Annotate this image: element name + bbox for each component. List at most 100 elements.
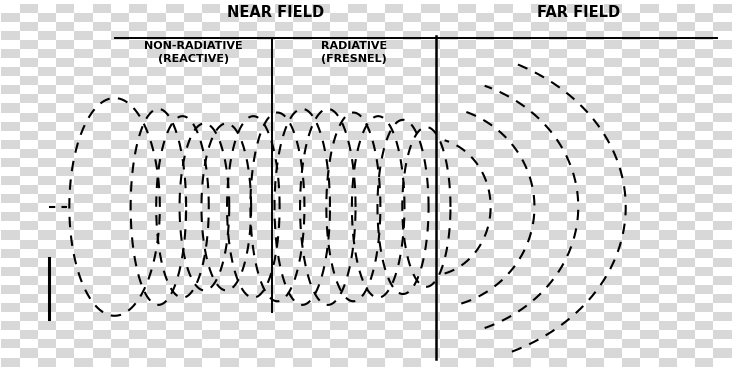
Bar: [312, 222, 330, 230]
Bar: [586, 276, 604, 285]
Bar: [75, 358, 92, 367]
Bar: [476, 158, 494, 167]
Bar: [677, 276, 695, 285]
Bar: [695, 0, 713, 4]
Bar: [458, 149, 476, 158]
Bar: [257, 203, 275, 212]
Bar: [147, 103, 166, 113]
Bar: [129, 203, 147, 212]
Bar: [494, 0, 512, 4]
Bar: [604, 85, 622, 94]
Bar: [366, 249, 385, 258]
Bar: [56, 267, 75, 276]
Bar: [147, 194, 166, 203]
Bar: [184, 149, 202, 158]
Bar: [366, 58, 385, 67]
Bar: [56, 85, 75, 94]
Bar: [695, 40, 713, 49]
Bar: [184, 40, 202, 49]
Bar: [586, 330, 604, 339]
Bar: [56, 31, 75, 40]
Bar: [348, 339, 366, 348]
Bar: [239, 103, 257, 113]
Bar: [476, 294, 494, 303]
Bar: [641, 348, 658, 358]
Bar: [641, 40, 658, 49]
Bar: [129, 140, 147, 149]
Bar: [166, 94, 184, 103]
Bar: [348, 185, 366, 194]
Bar: [512, 158, 531, 167]
Bar: [586, 203, 604, 212]
Bar: [92, 85, 111, 94]
Bar: [293, 131, 312, 140]
Bar: [458, 58, 476, 67]
Bar: [586, 294, 604, 303]
Bar: [221, 348, 239, 358]
Bar: [166, 113, 184, 121]
Bar: [147, 240, 166, 249]
Bar: [604, 76, 622, 85]
Bar: [732, 31, 733, 40]
Bar: [366, 276, 385, 285]
Bar: [166, 58, 184, 67]
Bar: [38, 40, 56, 49]
Bar: [403, 94, 421, 103]
Bar: [476, 94, 494, 103]
Bar: [641, 240, 658, 249]
Bar: [38, 0, 56, 4]
Bar: [330, 103, 348, 113]
Bar: [330, 4, 348, 13]
Bar: [20, 321, 38, 330]
Bar: [476, 67, 494, 76]
Bar: [385, 40, 403, 49]
Bar: [366, 339, 385, 348]
Bar: [641, 339, 658, 348]
Bar: [366, 0, 385, 4]
Bar: [184, 267, 202, 276]
Bar: [257, 67, 275, 76]
Bar: [403, 285, 421, 294]
Bar: [403, 212, 421, 222]
Bar: [166, 321, 184, 330]
Bar: [147, 339, 166, 348]
Bar: [1, 285, 20, 294]
Bar: [92, 76, 111, 85]
Bar: [622, 131, 641, 140]
Bar: [166, 258, 184, 267]
Bar: [476, 222, 494, 230]
Bar: [348, 94, 366, 103]
Bar: [658, 312, 677, 321]
Bar: [641, 222, 658, 230]
Bar: [56, 285, 75, 294]
Bar: [366, 185, 385, 194]
Bar: [1, 348, 20, 358]
Bar: [531, 94, 549, 103]
Bar: [440, 49, 458, 58]
Bar: [586, 31, 604, 40]
Bar: [330, 267, 348, 276]
Bar: [677, 140, 695, 149]
Bar: [385, 330, 403, 339]
Bar: [330, 312, 348, 321]
Bar: [330, 176, 348, 185]
Bar: [1, 103, 20, 113]
Bar: [1, 149, 20, 158]
Bar: [202, 158, 221, 167]
Bar: [184, 358, 202, 367]
Bar: [567, 140, 586, 149]
Bar: [20, 203, 38, 212]
Bar: [421, 330, 440, 339]
Bar: [129, 249, 147, 258]
Bar: [56, 240, 75, 249]
Bar: [202, 113, 221, 121]
Bar: [604, 49, 622, 58]
Bar: [184, 285, 202, 294]
Bar: [677, 67, 695, 76]
Bar: [202, 13, 221, 22]
Bar: [586, 22, 604, 31]
Bar: [221, 103, 239, 113]
Bar: [38, 149, 56, 158]
Bar: [75, 13, 92, 22]
Bar: [92, 330, 111, 339]
